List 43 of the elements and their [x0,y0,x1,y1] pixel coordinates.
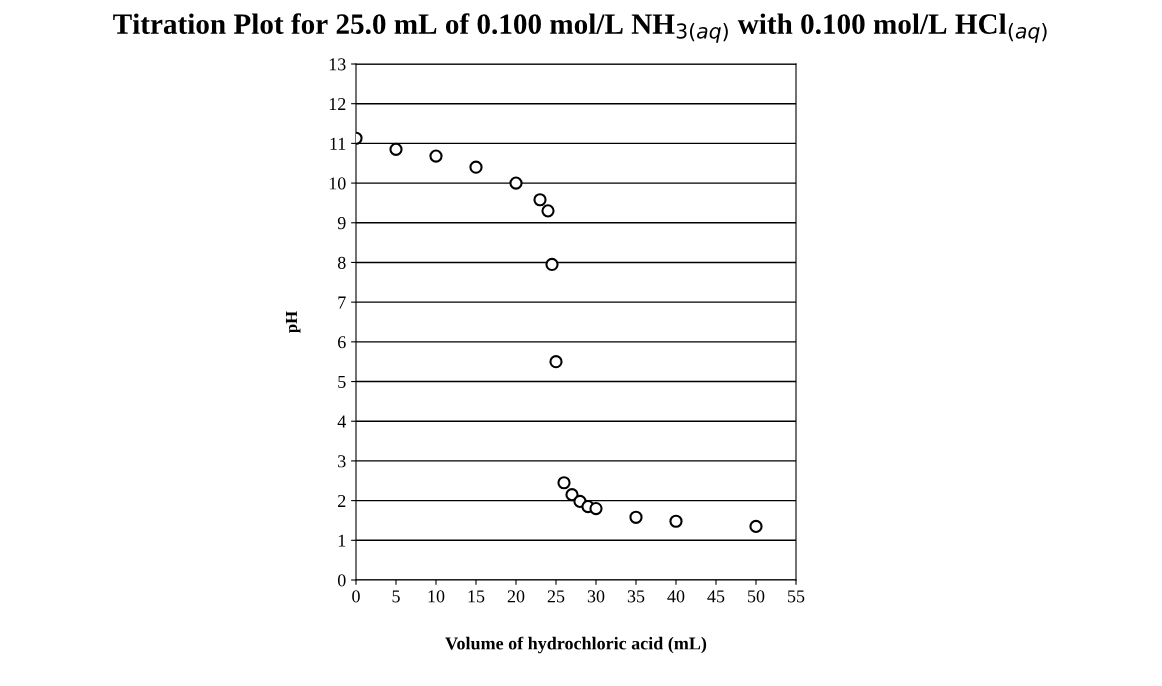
x-tick-label: 10 [428,590,445,603]
point [541,204,555,218]
x-tick-label: 25 [547,590,565,603]
point [629,510,643,524]
y-tick-label: 7 [338,296,346,309]
point [389,142,403,156]
x-tick-label: 40 [667,590,685,603]
x-tick-label: 15 [468,590,485,603]
x-tick-label: 30 [587,590,605,603]
y-tick-label: 8 [337,256,346,269]
y-tick-label: 2 [338,494,346,507]
x-tick-label: 50 [748,590,765,603]
point [509,176,523,190]
point [549,355,563,369]
y-tick-label: 0 [337,574,346,587]
x-tick-label: 5 [392,590,400,603]
y-tick-label: 3 [338,455,346,468]
y-tick-label: 6 [338,336,346,349]
x-tick-label: 45 [707,590,725,603]
x-axis-title: Volume of hydrochloric acid (mL) [445,636,707,654]
y-axis-title: pH [285,311,301,333]
point [545,257,559,272]
x-tick-label: 35 [627,590,645,603]
y-tick-label: 10 [329,177,346,190]
point [429,149,443,163]
y-tick-label: 12 [329,98,346,110]
x-tick-label: 55 [788,590,805,603]
point [557,476,571,490]
y-tick-label: 4 [337,415,346,428]
chart-title: Titration Plot for 25.0 mL of 0.100 mol/L NH$_{3(aq)}$ with 0.100 mol/L HCl$_{(aq)}$ [113,13,1047,43]
x-tick-label: 0 [352,590,360,603]
point [469,160,483,174]
y-tick-label: 5 [338,375,346,388]
y-tick-label: 9 [337,217,346,230]
point [749,519,763,534]
y-tick-label: 13 [329,58,346,71]
y-tick-label: 11 [330,137,346,150]
point [669,514,683,528]
y-tick-label: 1 [338,534,346,547]
point [533,193,547,207]
point [589,501,603,516]
point [565,488,579,502]
x-tick-label: 20 [507,590,525,603]
